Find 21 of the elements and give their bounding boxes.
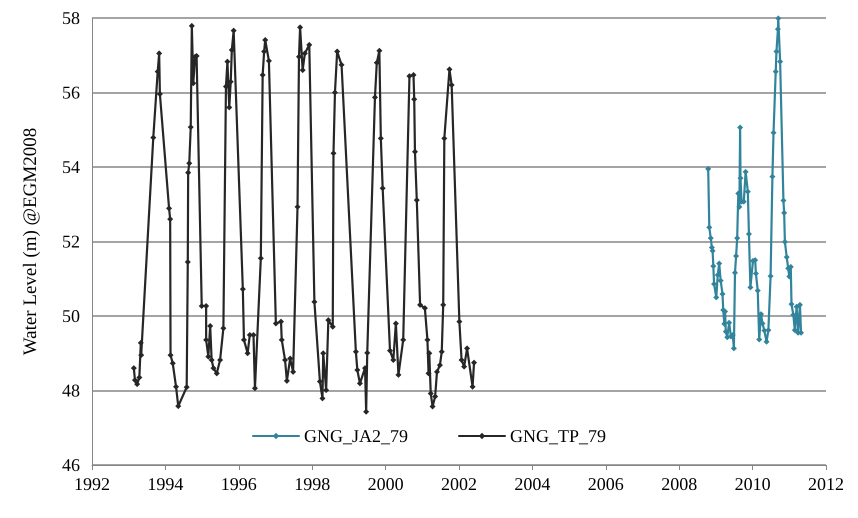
x-tick-label: 1996 — [220, 474, 257, 494]
y-tick-label: 58 — [62, 8, 80, 28]
y-tick-label: 56 — [62, 82, 80, 102]
x-tick-label: 2000 — [368, 474, 404, 494]
x-tick-label: 1994 — [147, 474, 184, 494]
y-tick-label: 54 — [62, 157, 80, 177]
y-tick-label: 50 — [62, 306, 80, 326]
x-tick-label: 2012 — [808, 474, 844, 494]
x-tick-label: 1998 — [294, 474, 330, 494]
y-tick-label: 48 — [62, 380, 80, 400]
legend-label: GNG_TP_79 — [510, 426, 606, 446]
x-tick-label: 2004 — [514, 474, 550, 494]
legend-label: GNG_JA2_79 — [304, 426, 408, 446]
x-tick-label: 2008 — [661, 474, 698, 494]
y-axis-title: Water Level (m) @EGM2008 — [20, 128, 41, 356]
x-tick-label: 2006 — [588, 474, 624, 494]
x-tick-label: 2002 — [441, 474, 477, 494]
y-tick-label: 52 — [62, 232, 80, 252]
x-tick-label: 2010 — [734, 474, 771, 494]
x-tick-label: 1992 — [74, 474, 110, 494]
y-tick-label: 46 — [62, 455, 80, 475]
